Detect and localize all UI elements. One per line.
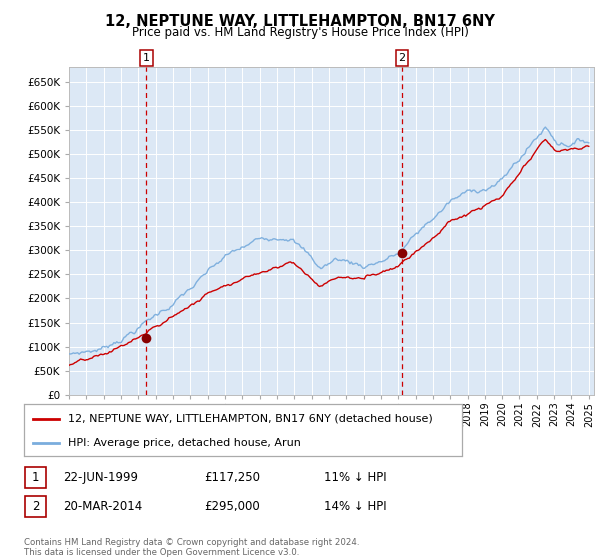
Text: 20-MAR-2014: 20-MAR-2014 (63, 500, 142, 513)
Text: 12, NEPTUNE WAY, LITTLEHAMPTON, BN17 6NY (detached house): 12, NEPTUNE WAY, LITTLEHAMPTON, BN17 6NY… (68, 414, 433, 424)
Text: 11% ↓ HPI: 11% ↓ HPI (324, 470, 386, 484)
Text: 1: 1 (32, 470, 39, 484)
Text: 12, NEPTUNE WAY, LITTLEHAMPTON, BN17 6NY: 12, NEPTUNE WAY, LITTLEHAMPTON, BN17 6NY (105, 14, 495, 29)
Text: HPI: Average price, detached house, Arun: HPI: Average price, detached house, Arun (68, 438, 301, 449)
Text: 22-JUN-1999: 22-JUN-1999 (63, 470, 138, 484)
Text: 1: 1 (143, 53, 150, 63)
Text: Contains HM Land Registry data © Crown copyright and database right 2024.
This d: Contains HM Land Registry data © Crown c… (24, 538, 359, 557)
Text: £295,000: £295,000 (204, 500, 260, 513)
Text: 14% ↓ HPI: 14% ↓ HPI (324, 500, 386, 513)
Text: Price paid vs. HM Land Registry's House Price Index (HPI): Price paid vs. HM Land Registry's House … (131, 26, 469, 39)
Text: 2: 2 (32, 500, 39, 513)
Text: 2: 2 (398, 53, 406, 63)
Text: £117,250: £117,250 (204, 470, 260, 484)
